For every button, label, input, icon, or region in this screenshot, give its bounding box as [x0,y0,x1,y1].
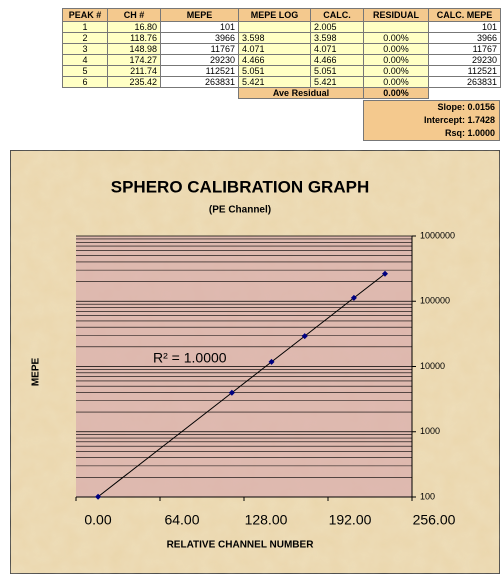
header-cell: MEPE [160,8,239,22]
table-cell: 0.00% [363,54,429,66]
x-tick-label: 0.00 [84,512,111,528]
marker [350,294,357,301]
y-tick-label: 1000000 [420,230,455,240]
table-cell: 263831 [428,76,501,88]
table-cell: 4.466 [310,54,364,66]
empty-cell [161,88,239,99]
table-row: 2 118.76 3966 3.598 3.598 0.00% 3966 [62,32,501,44]
header-cell: RESIDUAL [363,8,429,22]
summary-value: 0.00% [363,87,429,99]
trendline [97,273,386,498]
chart: SPHERO CALIBRATION GRAPH (PE Channel) RE… [10,150,500,574]
table-cell: 0.00% [363,32,429,44]
marker [301,333,308,340]
chart-title: SPHERO CALIBRATION GRAPH [111,177,369,196]
x-tick-label: 256.00 [413,512,456,528]
table-cell [363,21,429,33]
table-cell: 101 [160,21,239,33]
header-cell: CH # [107,8,161,22]
table-cell: 112521 [160,65,239,77]
header-cell: CALC. [310,8,364,22]
table-cell: 4 [62,54,108,66]
chart-subtitle: (PE Channel) [209,205,271,216]
stat-line: Rsq: 1.0000 [444,128,495,138]
table-cell [238,21,311,33]
table-cell: 2.005 [310,21,364,33]
header-row: PEAK # CH # MEPE MEPE LOG CALC. RESIDUAL CALC.… [62,8,501,22]
table-cell: 11767 [160,43,239,55]
table-row: 6 235.42 263831 5.421 5.421 0.00% 263831 [62,76,501,88]
table-cell: 4.071 [238,43,311,55]
table-cell: 5.421 [238,76,311,88]
table-cell: 5.051 [238,65,311,77]
summary-row: Ave Residual 0.00% [63,87,501,99]
table-cell: 148.98 [107,43,161,55]
y-axis-label: MEPE [31,358,42,387]
table-cell: 16.80 [107,21,161,33]
table-cell: 174.27 [107,54,161,66]
header-cell: CALC. MEPE [428,8,501,22]
table-row: 4 174.27 29230 4.466 4.466 0.00% 29230 [62,54,501,66]
annotation: R² = 1.0000 [153,350,227,366]
x-tick-label: 64.00 [164,512,199,528]
y-tick-label: 100 [420,491,435,501]
table-cell: 112521 [428,65,501,77]
table-row: 1 16.80 101 2.005 101 [62,21,501,33]
table-cell: 3.598 [310,32,364,44]
table-cell: 3 [62,43,108,55]
table-cell: 4.466 [238,54,311,66]
marker [268,358,275,365]
empty-cell [108,88,161,99]
header-cell: MEPE LOG [238,8,311,22]
data-table: PEAK # CH # MEPE MEPE LOG CALC. RESIDUAL CALC.… [62,8,501,99]
table-cell: 5.421 [310,76,364,88]
y-tick-label: 100000 [420,296,450,306]
regression-stats: Slope: 0.0156 Intercept: 1.7428 Rsq: 1.000… [363,100,500,141]
table-cell: 118.76 [107,32,161,44]
x-axis-label: RELATIVE CHANNEL NUMBER [167,540,315,551]
table-cell: 11767 [428,43,501,55]
table-cell: 101 [428,21,501,33]
header-cell: PEAK # [62,8,108,22]
marker [95,493,102,500]
empty-cell [429,88,501,99]
table-cell: 5.051 [310,65,364,77]
y-tick-label: 10000 [420,361,445,371]
table-row: 3 148.98 11767 4.071 4.071 0.00% 11767 [62,43,501,55]
x-tick-label: 192.00 [329,512,372,528]
table-cell: 0.00% [363,65,429,77]
x-tick-label: 128.00 [245,512,288,528]
y-tick-label: 1000 [420,426,440,436]
marker [228,389,235,396]
table-cell: 6 [62,76,108,88]
marker [381,270,388,277]
table-cell: 4.071 [310,43,364,55]
table-cell: 3966 [428,32,501,44]
summary-label: Ave Residual [238,87,364,99]
table-cell: 1 [62,21,108,33]
table-cell: 235.42 [107,76,161,88]
table-cell: 29230 [160,54,239,66]
table-cell: 0.00% [363,43,429,55]
table-cell: 5 [62,65,108,77]
stat-line: Slope: 0.0156 [437,102,495,112]
table-cell: 263831 [160,76,239,88]
empty-cell [63,88,108,99]
table-cell: 211.74 [107,65,161,77]
table-row: 5 211.74 112521 5.051 5.051 0.00% 112521 [62,65,501,77]
table-cell: 29230 [428,54,501,66]
stat-line: Intercept: 1.7428 [423,115,495,125]
table-cell: 3.598 [238,32,311,44]
table-cell: 2 [62,32,108,44]
table-cell: 3966 [160,32,239,44]
table-cell: 0.00% [363,76,429,88]
